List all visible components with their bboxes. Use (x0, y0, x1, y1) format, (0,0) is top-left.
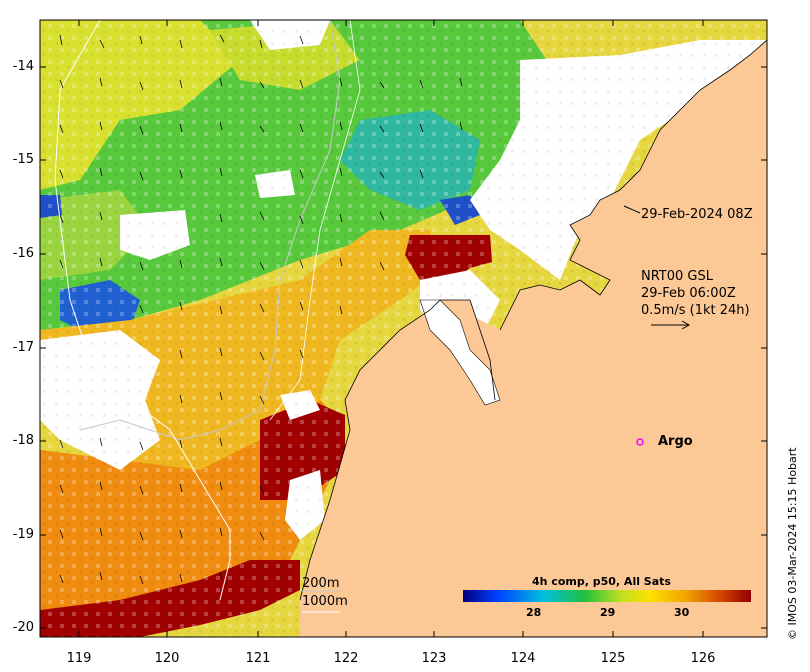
current-legend-line2: 29-Feb 06:00Z (641, 286, 736, 301)
x-tick-label: 124 (510, 651, 536, 666)
argo-marker (636, 438, 644, 446)
legend-arrow (651, 320, 691, 330)
timestamp-label: 29-Feb-2024 08Z (641, 207, 753, 222)
x-tick-label: 120 (154, 651, 180, 666)
colorbar-title: 4h comp, p50, All Sats (532, 575, 671, 588)
current-arrows (59, 34, 463, 585)
y-tick-label: -16 (12, 246, 34, 261)
x-tick-label: 122 (333, 651, 359, 666)
y-tick-label: -15 (12, 152, 34, 167)
y-tick-label: -18 (12, 433, 34, 448)
current-legend-line1: NRT00 GSL (641, 269, 713, 284)
isobath-1000m (54, 19, 231, 601)
colorbar-tick: 28 (526, 606, 542, 619)
argo-label: Argo (658, 434, 693, 449)
colorbar (463, 590, 751, 602)
current-legend-line3: 0.5m/s (1kt 24h) (641, 303, 750, 318)
y-tick-label: -19 (12, 527, 34, 542)
isobath-200m (79, 19, 341, 441)
y-tick-label: -17 (12, 340, 34, 355)
x-tick-label: 121 (245, 651, 271, 666)
colorbar-tick: 30 (674, 606, 690, 619)
x-tick-label: 126 (690, 651, 716, 666)
credit-text: © IMOS 03-Mar-2024 15:15 Hobart (786, 447, 799, 640)
land (300, 40, 767, 637)
plot-frame (39, 19, 768, 638)
x-tick-label: 119 (66, 651, 92, 666)
isobath-label-1000m: 1000m (302, 594, 348, 609)
timestamp-leader (623, 205, 641, 214)
x-tick-label: 123 (421, 651, 447, 666)
colorbar-tick: 29 (600, 606, 616, 619)
isobath-label-200m: 200m (302, 576, 340, 591)
y-tick-label: -20 (12, 620, 34, 635)
x-tick-label: 125 (600, 651, 626, 666)
y-tick-label: -14 (12, 59, 34, 74)
